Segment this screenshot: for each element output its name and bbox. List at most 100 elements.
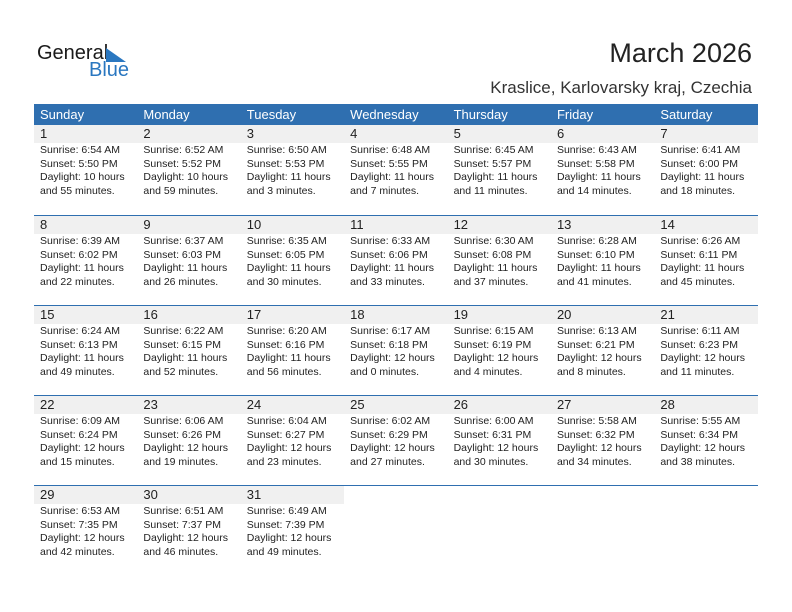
sunrise-text: Sunrise: 6:04 AM (246, 415, 327, 427)
sunset-text: Sunset: 6:15 PM (143, 338, 222, 351)
daylight-text: Daylight: 12 hours (40, 532, 125, 544)
daylight-text: Daylight: 11 hours (660, 171, 745, 183)
day-cell: 3 Sunrise: 6:50 AM Sunset: 5:53 PM Daylight… (240, 125, 345, 215)
sunset-text: Sunset: 6:13 PM (40, 338, 118, 351)
sunrise-text: Sunrise: 6:33 AM (350, 235, 431, 247)
minutes-text: and 45 minutes. (660, 275, 736, 288)
day-cell: 21 Sunrise: 6:11 AM Sunset: 6:23 PM Dayligh… (654, 306, 758, 395)
daylight-text: Daylight: 11 hours (143, 262, 228, 274)
minutes-text: and 14 minutes. (556, 184, 632, 197)
day-cell: 12 Sunrise: 6:30 AM Sunset: 6:08 PM Dayligh… (447, 216, 551, 305)
day-cell: 9 Sunrise: 6:37 AM Sunset: 6:03 PM Daylight… (137, 216, 241, 305)
minutes-text: and 0 minutes. (350, 365, 420, 378)
minutes-text: and 3 minutes. (246, 184, 316, 197)
day-number: 10 (240, 216, 345, 234)
minutes-text: and 26 minutes. (143, 275, 219, 288)
sunset-text: Sunset: 6:05 PM (246, 248, 325, 261)
logo: General Blue (37, 42, 132, 82)
sunset-text: Sunset: 5:58 PM (556, 157, 635, 170)
day-number: 23 (137, 396, 241, 414)
daylight-text: Daylight: 11 hours (40, 262, 124, 274)
day-cell: 15 Sunrise: 6:24 AM Sunset: 6:13 PM Dayligh… (34, 306, 138, 395)
day-cell: 29 Sunrise: 6:53 AM Sunset: 7:35 PM Dayligh… (34, 486, 138, 575)
sunset-text: Sunset: 6:10 PM (556, 248, 635, 261)
day-cell: 6 Sunrise: 6:43 AM Sunset: 5:58 PM Daylight… (550, 125, 655, 215)
day-number: 13 (550, 216, 655, 234)
minutes-text: and 27 minutes. (350, 455, 425, 468)
daylight-text: Daylight: 11 hours (556, 171, 641, 183)
sunset-text: Sunset: 6:11 PM (660, 248, 738, 261)
minutes-text: and 22 minutes. (40, 275, 115, 288)
daylight-text: Daylight: 11 hours (40, 352, 124, 364)
day-number: 30 (137, 486, 241, 504)
daylight-text: Daylight: 11 hours (350, 262, 435, 274)
daylight-text: Daylight: 11 hours (660, 262, 745, 274)
minutes-text: and 33 minutes. (350, 275, 425, 288)
empty-cell (344, 486, 447, 575)
sunset-text: Sunset: 7:35 PM (40, 518, 118, 531)
daylight-text: Daylight: 12 hours (40, 442, 125, 454)
sunset-text: Sunset: 5:53 PM (246, 157, 325, 170)
day-cell: 11 Sunrise: 6:33 AM Sunset: 6:06 PM Dayligh… (344, 216, 448, 305)
sunrise-text: Sunrise: 6:13 AM (556, 325, 637, 337)
sunrise-text: Sunrise: 6:51 AM (143, 505, 224, 517)
weekday-wednesday: Wednesday (350, 107, 419, 122)
day-number: 27 (550, 396, 655, 414)
day-cell: 25 Sunrise: 6:02 AM Sunset: 6:29 PM Dayligh… (344, 396, 448, 485)
minutes-text: and 34 minutes. (556, 455, 632, 468)
daylight-text: Daylight: 11 hours (246, 171, 331, 183)
sunrise-text: Sunrise: 6:49 AM (246, 505, 327, 517)
sunrise-text: Sunrise: 6:45 AM (453, 144, 534, 156)
sunrise-text: Sunrise: 6:30 AM (453, 235, 534, 247)
minutes-text: and 15 minutes. (40, 455, 115, 468)
minutes-text: and 4 minutes. (453, 365, 523, 378)
day-number: 21 (654, 306, 758, 324)
daylight-text: Daylight: 12 hours (453, 442, 539, 454)
logo-text-general: General (37, 42, 109, 64)
sunset-text: Sunset: 5:55 PM (350, 157, 428, 170)
sunrise-text: Sunrise: 6:15 AM (453, 325, 534, 337)
minutes-text: and 30 minutes. (453, 455, 529, 468)
calendar: Sunday Monday Tuesday Wednesday Thursday Frid… (34, 104, 758, 575)
daylight-text: Daylight: 12 hours (246, 442, 332, 454)
day-cell: 19 Sunrise: 6:15 AM Sunset: 6:19 PM Dayligh… (447, 306, 551, 395)
sunrise-text: Sunrise: 6:02 AM (350, 415, 431, 427)
sunrise-text: Sunrise: 6:53 AM (40, 505, 120, 517)
weekday-tuesday: Tuesday (246, 107, 297, 122)
day-number: 24 (240, 396, 345, 414)
day-number: 18 (344, 306, 448, 324)
minutes-text: and 46 minutes. (143, 545, 219, 558)
day-cell: 7 Sunrise: 6:41 AM Sunset: 6:00 PM Daylight… (654, 125, 758, 215)
sunrise-text: Sunrise: 6:11 AM (660, 325, 740, 337)
weekday-header: Sunday Monday Tuesday Wednesday Thursday Frid… (34, 104, 758, 125)
day-cell: 18 Sunrise: 6:17 AM Sunset: 6:18 PM Dayligh… (344, 306, 448, 395)
day-number: 28 (654, 396, 758, 414)
day-cell: 26 Sunrise: 6:00 AM Sunset: 6:31 PM Dayligh… (447, 396, 551, 485)
sunset-text: Sunset: 6:34 PM (660, 428, 738, 441)
minutes-text: and 23 minutes. (246, 455, 322, 468)
day-cell: 22 Sunrise: 6:09 AM Sunset: 6:24 PM Dayligh… (34, 396, 138, 485)
daylight-text: Daylight: 12 hours (660, 352, 745, 364)
sunset-text: Sunset: 7:39 PM (246, 518, 325, 531)
daylight-text: Daylight: 12 hours (143, 532, 229, 544)
day-number: 26 (447, 396, 551, 414)
sunset-text: Sunset: 6:27 PM (246, 428, 325, 441)
day-number: 11 (344, 216, 448, 234)
week-row: 29 Sunrise: 6:53 AM Sunset: 7:35 PM Dayligh… (34, 485, 758, 575)
empty-cell (448, 486, 551, 575)
sunrise-text: Sunrise: 6:39 AM (40, 235, 120, 247)
day-number: 9 (137, 216, 241, 234)
sunset-text: Sunset: 7:37 PM (143, 518, 222, 531)
sunrise-text: Sunrise: 6:20 AM (246, 325, 327, 337)
day-cell: 27 Sunrise: 5:58 AM Sunset: 6:32 PM Dayligh… (550, 396, 655, 485)
sunrise-text: Sunrise: 5:55 AM (660, 415, 741, 427)
sunrise-text: Sunrise: 6:48 AM (350, 144, 431, 156)
sunset-text: Sunset: 6:23 PM (660, 338, 738, 351)
daylight-text: Daylight: 11 hours (246, 262, 331, 274)
daylight-text: Daylight: 12 hours (246, 532, 332, 544)
weekday-saturday: Saturday (660, 107, 713, 122)
sunrise-text: Sunrise: 6:37 AM (143, 235, 224, 247)
weekday-monday: Monday (143, 107, 190, 122)
day-number: 15 (34, 306, 138, 324)
day-number: 4 (344, 125, 448, 143)
